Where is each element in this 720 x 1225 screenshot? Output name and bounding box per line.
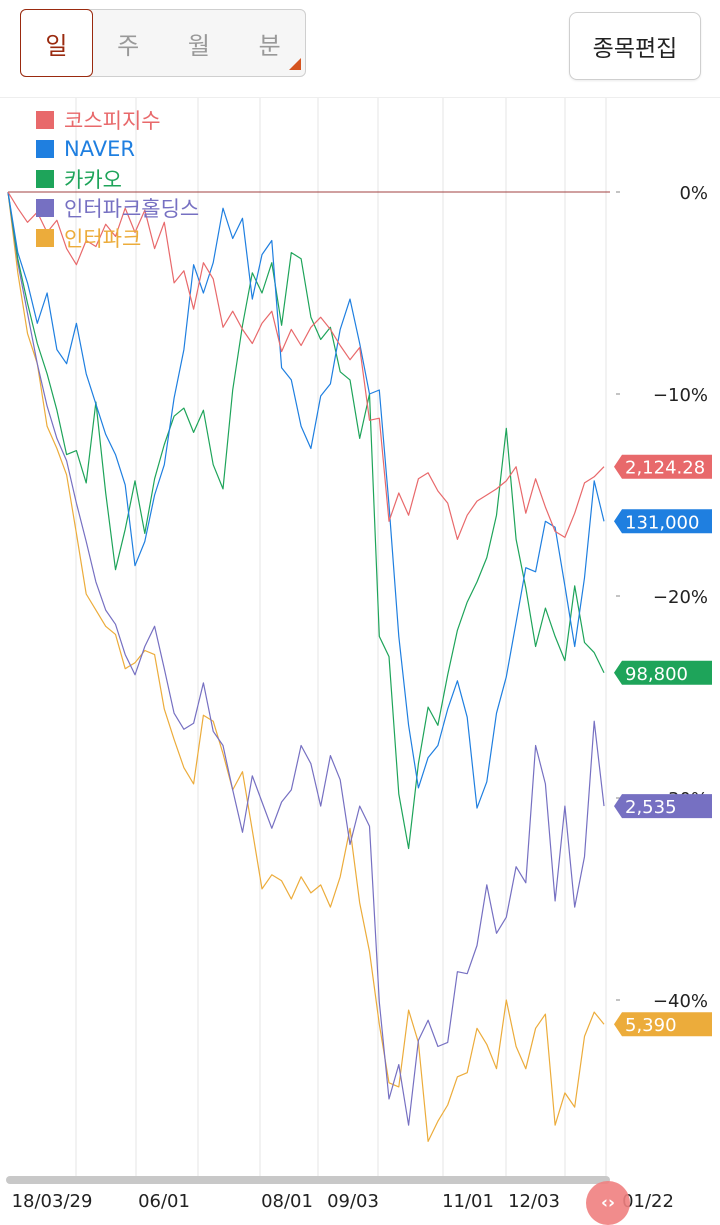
price-tag-1: 131,000: [614, 509, 712, 534]
price-tag-bg-2: [614, 660, 712, 685]
legend-item-0: 코스피지수: [36, 105, 199, 135]
legend-swatch-2: [36, 169, 54, 188]
x-tick-label-0: 18/03/29: [12, 1191, 93, 1212]
tab-day[interactable]: 일: [20, 9, 93, 77]
dropdown-corner-icon: [289, 58, 301, 70]
tab-week[interactable]: 주: [117, 31, 140, 60]
chart-scrollbar[interactable]: [6, 1176, 610, 1184]
legend-swatch-3: [36, 199, 54, 218]
series-line-3: [7, 191, 605, 1126]
comparison-line-chart[interactable]: 0%−10%−20%−30%−40% 18/03/2906/0108/0109/…: [0, 98, 720, 1224]
x-tick-label-3: 09/03: [327, 1191, 379, 1212]
y-tick-label-1: −10%: [653, 385, 708, 406]
legend-item-2: 카카오: [36, 164, 199, 194]
chart-lines: [7, 191, 605, 1143]
legend-label-4: 인터파크: [64, 226, 142, 251]
legend-label-3: 인터파크홀딩스: [64, 197, 200, 222]
legend-label-0: 코스피지수: [64, 108, 161, 133]
scroll-handle[interactable]: ‹›: [586, 1181, 630, 1225]
price-tags: 2,124.28 131,000 98,800 2,535 5,390: [614, 454, 712, 1037]
chart-grid: [8, 98, 610, 1176]
legend-swatch-0: [36, 110, 54, 129]
series-line-2: [7, 191, 605, 850]
y-tick-label-4: −40%: [653, 991, 708, 1012]
price-tag-bg-3: [614, 794, 712, 819]
tab-minute-label: 분: [258, 31, 281, 60]
legend-swatch-1: [36, 140, 54, 159]
price-tag-bg-4: [614, 1012, 712, 1037]
price-tag-bg-0: [614, 454, 712, 479]
price-tag-0: 2,124.28: [614, 454, 712, 479]
x-tick-label-6: 01/22: [622, 1191, 674, 1212]
price-tag-label-0: 2,124.28: [625, 458, 705, 479]
price-tag-label-4: 5,390: [625, 1015, 677, 1036]
price-tag-label-1: 131,000: [625, 512, 699, 533]
edit-stocks-button[interactable]: 종목편집: [569, 12, 701, 80]
y-tick-label-0: 0%: [679, 183, 708, 204]
x-tick-label-4: 11/01: [442, 1191, 494, 1212]
tab-month[interactable]: 월: [187, 31, 210, 60]
price-tag-bg-1: [614, 509, 712, 534]
legend-item-4: 인터파크: [36, 223, 199, 253]
x-tick-label-2: 08/01: [261, 1191, 313, 1212]
x-tick-label-5: 12/03: [508, 1191, 560, 1212]
series-line-1: [7, 191, 605, 809]
legend-swatch-4: [36, 228, 54, 247]
legend-item-3: 인터파크홀딩스: [36, 194, 199, 224]
legend-label-1: NAVER: [64, 137, 135, 162]
x-tick-label-1: 06/01: [138, 1191, 190, 1212]
scroll-arrows-icon: ‹›: [600, 1193, 615, 1213]
header-divider: [0, 97, 720, 98]
price-tag-2: 98,800: [614, 660, 712, 685]
tab-minute[interactable]: 분: [234, 10, 305, 76]
y-tick-label-2: −20%: [653, 587, 708, 608]
price-tag-3: 2,535: [614, 794, 712, 819]
legend-label-2: 카카오: [64, 167, 122, 192]
price-tag-4: 5,390: [614, 1012, 712, 1037]
price-tag-label-3: 2,535: [625, 797, 677, 818]
series-line-4: [7, 191, 605, 1143]
y-axis-labels: 0%−10%−20%−30%−40%: [616, 183, 708, 1012]
price-tag-label-2: 98,800: [625, 664, 688, 685]
period-tabs: 일 주 월 분: [20, 9, 306, 77]
x-axis-labels: 18/03/29 06/01 08/01 09/03 11/01 12/03 01/22: [12, 1191, 674, 1212]
series-line-0: [7, 191, 605, 540]
legend-item-1: NAVER: [36, 135, 199, 165]
